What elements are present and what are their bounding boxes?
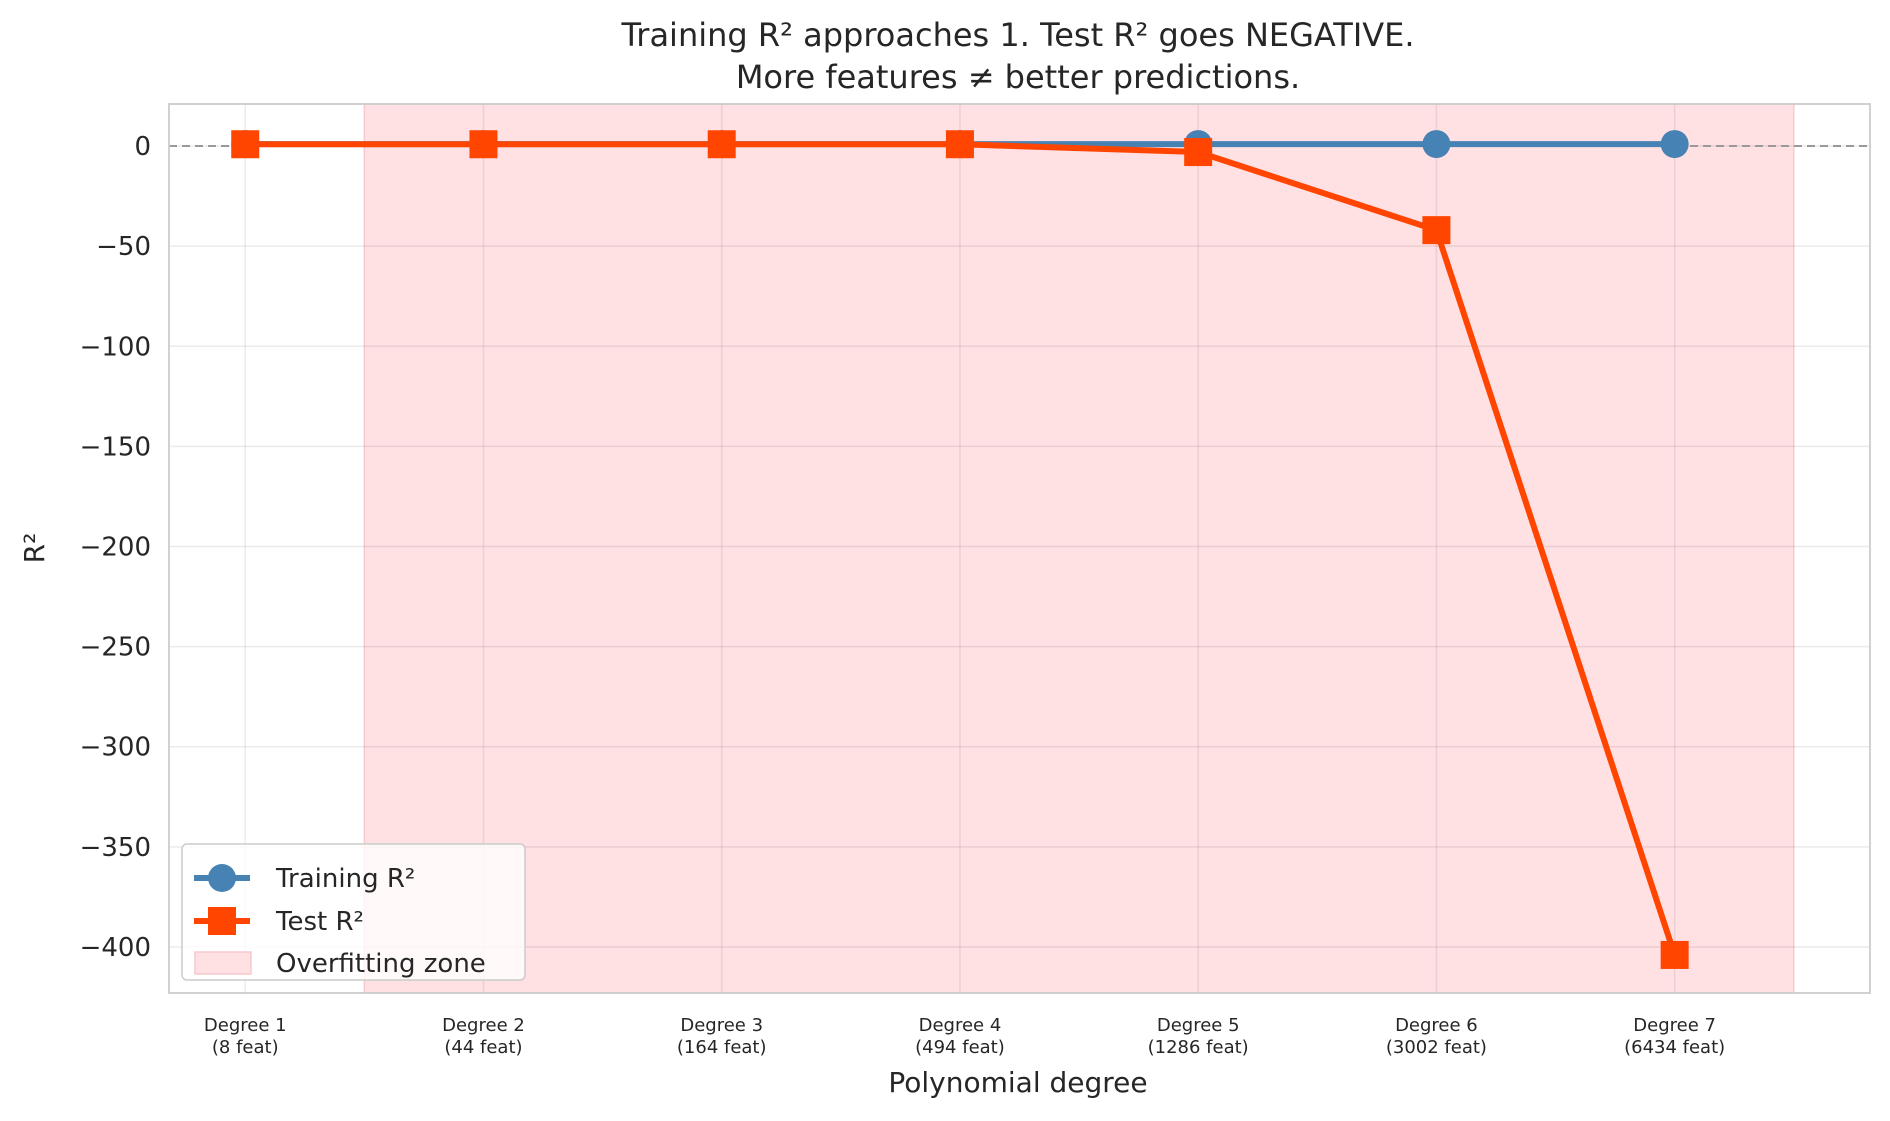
x-tick-sublabel: (494 feat) (915, 1037, 1005, 1058)
chart-title: Training R² approaches 1. Test R² goes N… (620, 16, 1414, 54)
x-tick-label: Degree 6 (1395, 1015, 1478, 1036)
legend: Training R² Test R² Overfitting zone (181, 843, 526, 981)
y-tick-label: −300 (80, 733, 151, 763)
legend-label: Overfitting zone (276, 949, 486, 979)
y-axis-label: R² (18, 533, 51, 564)
y-tick-label: −50 (96, 232, 151, 262)
x-tick-label: Degree 3 (680, 1015, 763, 1036)
test-point (231, 130, 260, 159)
x-tick-label: Degree 4 (919, 1015, 1002, 1036)
y-tick-label: −350 (80, 833, 151, 863)
x-tick-sublabel: (6434 feat) (1624, 1037, 1725, 1058)
legend-frame (181, 843, 526, 981)
y-tick-label: −400 (80, 933, 151, 963)
x-tick-label: Degree 2 (442, 1015, 525, 1036)
training-point (1422, 130, 1451, 159)
overfitting-zone (363, 103, 1795, 994)
x-tick-label: Degree 7 (1633, 1015, 1716, 1036)
y-tick-label: −150 (80, 432, 151, 462)
x-tick-label: Degree 1 (204, 1015, 287, 1036)
y-tick-label: −200 (80, 532, 151, 562)
x-tick-sublabel: (1286 feat) (1148, 1037, 1249, 1058)
test-point (707, 130, 736, 159)
chart-subtitle: More features ≠ better predictions. (736, 58, 1300, 96)
test-point (1184, 138, 1213, 167)
legend-patch (194, 951, 252, 975)
y-tick-label: −250 (80, 633, 151, 663)
x-tick-sublabel: (8 feat) (212, 1037, 279, 1058)
legend-label: Test R² (275, 907, 364, 937)
legend-circle-marker (208, 864, 236, 892)
plot-area: 0 −50 −100 −150 −200 −250 −300 −350 −400 Degree 1… (80, 103, 1871, 1058)
test-point (945, 130, 974, 159)
test-point (469, 130, 498, 159)
x-tick-label: Degree 5 (1157, 1015, 1240, 1036)
y-tick-label: −100 (80, 332, 151, 362)
axes-frame (168, 103, 1871, 994)
x-tick-sublabel: (164 feat) (677, 1037, 767, 1058)
test-point (1422, 216, 1451, 245)
legend-square-marker (208, 907, 236, 935)
test-point (1660, 940, 1689, 969)
y-tick-label: 0 (134, 132, 151, 162)
x-axis-label: Polynomial degree (888, 1066, 1147, 1099)
x-tick-sublabel: (44 feat) (444, 1037, 522, 1058)
training-point (1660, 130, 1689, 159)
legend-label: Training R² (275, 864, 415, 894)
x-tick-sublabel: (3002 feat) (1386, 1037, 1487, 1058)
